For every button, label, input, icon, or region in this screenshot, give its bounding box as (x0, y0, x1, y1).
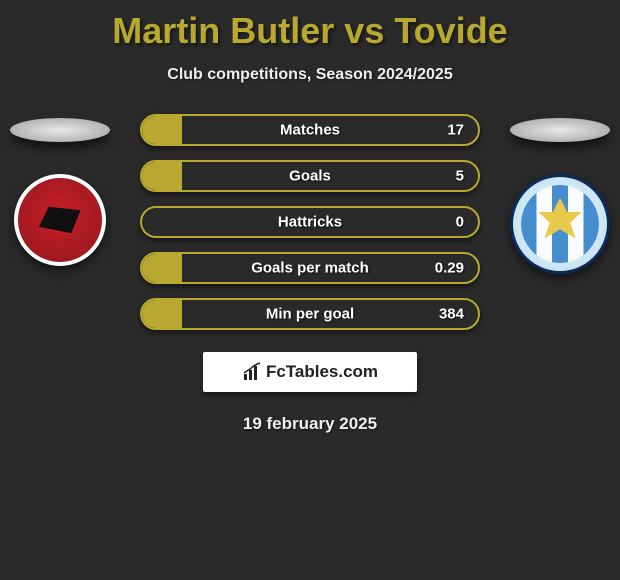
stat-value: 5 (456, 168, 464, 185)
stat-value: 17 (447, 122, 464, 139)
stat-row-matches: Matches 17 (140, 114, 480, 146)
comparison-panel: Matches 17 Goals 5 Hattricks 0 Goals per… (0, 114, 620, 434)
date-label: 19 february 2025 (0, 414, 620, 434)
stat-label: Goals (289, 168, 331, 185)
subtitle: Club competitions, Season 2024/2025 (0, 66, 620, 84)
stat-fill (142, 162, 182, 190)
player-silhouette-base (10, 118, 110, 142)
stat-value: 0 (456, 214, 464, 231)
stat-fill (142, 300, 182, 328)
stat-label: Min per goal (266, 306, 354, 323)
stat-value: 0.29 (435, 260, 464, 277)
stat-row-goals-per-match: Goals per match 0.29 (140, 252, 480, 284)
left-team-crest (14, 174, 106, 266)
left-player-column (0, 114, 120, 266)
stats-list: Matches 17 Goals 5 Hattricks 0 Goals per… (140, 114, 480, 330)
stat-row-hattricks: Hattricks 0 (140, 206, 480, 238)
stat-fill (142, 116, 182, 144)
stat-label: Matches (280, 122, 340, 139)
stat-label: Goals per match (251, 260, 369, 277)
right-team-crest (510, 174, 610, 274)
bar-chart-icon (242, 362, 262, 382)
stat-label: Hattricks (278, 214, 342, 231)
page-title: Martin Butler vs Tovide (0, 0, 620, 52)
right-player-column (500, 114, 620, 274)
stat-row-goals: Goals 5 (140, 160, 480, 192)
stat-row-min-per-goal: Min per goal 384 (140, 298, 480, 330)
branding-label: FcTables.com (266, 362, 378, 382)
player-silhouette-base (510, 118, 610, 142)
branding-badge: FcTables.com (203, 352, 417, 392)
stat-fill (142, 254, 182, 282)
stat-value: 384 (439, 306, 464, 323)
